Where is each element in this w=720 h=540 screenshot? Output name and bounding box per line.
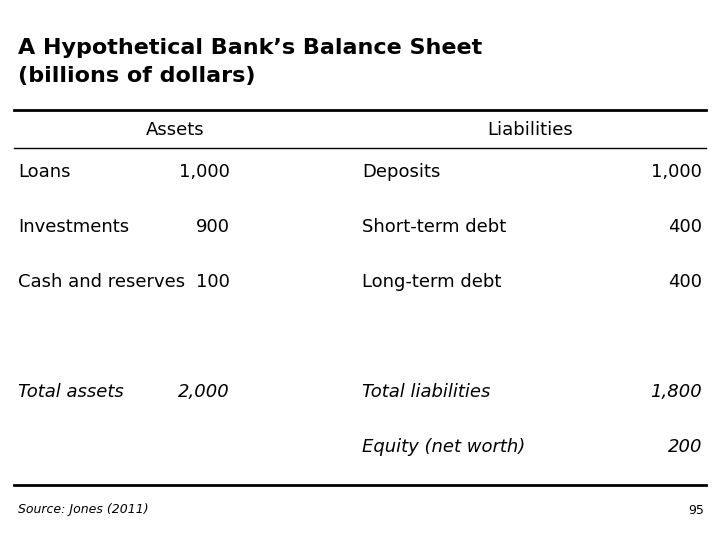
Text: 95: 95	[688, 503, 704, 516]
Text: 900: 900	[196, 218, 230, 236]
Text: Source: Jones (2011): Source: Jones (2011)	[18, 503, 148, 516]
Text: 200: 200	[667, 438, 702, 456]
Text: Liabilities: Liabilities	[487, 121, 573, 139]
Text: 400: 400	[668, 273, 702, 291]
Text: 2,000: 2,000	[179, 383, 230, 401]
Text: Loans: Loans	[18, 163, 71, 181]
Text: 1,800: 1,800	[650, 383, 702, 401]
Text: A Hypothetical Bank’s Balance Sheet: A Hypothetical Bank’s Balance Sheet	[18, 38, 482, 58]
Text: Total liabilities: Total liabilities	[362, 383, 490, 401]
Text: Cash and reserves: Cash and reserves	[18, 273, 185, 291]
Text: 400: 400	[668, 218, 702, 236]
Text: 1,000: 1,000	[651, 163, 702, 181]
Text: Total assets: Total assets	[18, 383, 124, 401]
Text: Investments: Investments	[18, 218, 129, 236]
Text: Assets: Assets	[145, 121, 204, 139]
Text: (billions of dollars): (billions of dollars)	[18, 66, 256, 86]
Text: 100: 100	[196, 273, 230, 291]
Text: Long-term debt: Long-term debt	[362, 273, 501, 291]
Text: Equity (net worth): Equity (net worth)	[362, 438, 526, 456]
Text: 1,000: 1,000	[179, 163, 230, 181]
Text: Short-term debt: Short-term debt	[362, 218, 506, 236]
Text: Deposits: Deposits	[362, 163, 441, 181]
